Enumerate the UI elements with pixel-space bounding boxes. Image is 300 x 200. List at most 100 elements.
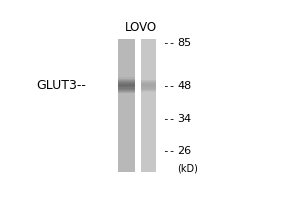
Bar xyxy=(141,65,156,66)
Bar xyxy=(141,87,156,89)
Bar xyxy=(141,94,156,95)
Bar xyxy=(118,91,135,92)
Bar xyxy=(118,132,135,133)
Bar xyxy=(141,46,156,48)
Bar xyxy=(141,167,156,169)
Bar xyxy=(118,90,135,91)
Bar xyxy=(118,87,135,89)
Bar xyxy=(118,61,135,62)
Bar xyxy=(118,51,135,52)
Bar xyxy=(118,171,135,172)
Bar xyxy=(118,92,135,93)
Bar xyxy=(141,120,156,121)
Bar xyxy=(118,170,135,171)
Bar xyxy=(118,129,135,130)
Bar xyxy=(141,79,156,80)
Bar xyxy=(141,134,156,135)
Bar xyxy=(118,163,135,164)
Bar xyxy=(141,67,156,69)
Bar xyxy=(118,154,135,155)
Bar xyxy=(141,135,156,136)
Bar xyxy=(141,114,156,115)
Bar xyxy=(141,160,156,161)
Bar xyxy=(118,142,135,143)
Bar xyxy=(141,112,156,113)
Bar xyxy=(118,59,135,60)
Bar xyxy=(118,85,135,86)
Bar xyxy=(141,72,156,73)
Bar xyxy=(118,107,135,109)
Bar xyxy=(118,116,135,117)
Bar xyxy=(141,101,156,102)
Bar xyxy=(118,146,135,147)
Bar xyxy=(141,156,156,157)
Bar xyxy=(118,60,135,61)
Bar xyxy=(118,84,135,85)
Bar xyxy=(118,100,135,101)
Bar xyxy=(141,115,156,116)
Bar xyxy=(141,150,156,151)
Bar xyxy=(118,99,135,100)
Bar xyxy=(141,39,156,40)
Bar xyxy=(118,58,135,59)
Bar xyxy=(141,82,156,83)
Bar xyxy=(118,130,135,131)
Bar xyxy=(118,89,135,90)
Bar xyxy=(118,109,135,110)
Bar xyxy=(141,144,156,145)
Bar xyxy=(118,52,135,53)
Bar xyxy=(118,119,135,120)
Bar xyxy=(141,62,156,63)
Text: GLUT3--: GLUT3-- xyxy=(36,79,86,92)
Bar xyxy=(141,140,156,141)
Bar xyxy=(118,48,135,49)
Bar xyxy=(118,94,135,95)
Bar xyxy=(118,151,135,152)
Bar xyxy=(141,63,156,64)
Bar xyxy=(118,86,135,87)
Bar xyxy=(141,92,156,93)
Bar xyxy=(141,58,156,59)
Bar xyxy=(141,141,156,142)
Bar xyxy=(118,133,135,134)
Bar xyxy=(118,79,135,80)
Bar xyxy=(141,164,156,165)
Bar xyxy=(141,77,156,79)
Text: --: -- xyxy=(162,81,175,91)
Bar xyxy=(141,103,156,104)
Text: 85: 85 xyxy=(177,38,191,48)
Bar xyxy=(118,161,135,162)
Bar xyxy=(118,117,135,119)
Bar xyxy=(141,51,156,52)
Bar xyxy=(141,155,156,156)
Bar xyxy=(118,86,135,87)
Bar xyxy=(118,169,135,170)
Bar xyxy=(118,115,135,116)
Bar xyxy=(141,119,156,120)
Bar xyxy=(141,76,156,77)
Bar xyxy=(141,149,156,150)
Bar xyxy=(118,122,135,123)
Bar xyxy=(118,77,135,79)
Bar xyxy=(118,103,135,104)
Bar xyxy=(118,147,135,149)
Bar xyxy=(118,104,135,105)
Bar xyxy=(118,159,135,160)
Bar xyxy=(141,43,156,44)
Bar xyxy=(141,116,156,117)
Bar xyxy=(141,50,156,51)
Bar xyxy=(118,101,135,102)
Bar xyxy=(141,83,156,84)
Bar xyxy=(118,41,135,42)
Bar xyxy=(118,156,135,157)
Bar xyxy=(141,143,156,144)
Bar xyxy=(141,95,156,96)
Bar xyxy=(118,137,135,139)
Bar xyxy=(118,79,135,80)
Bar xyxy=(118,72,135,73)
Bar xyxy=(141,161,156,162)
Bar xyxy=(118,55,135,56)
Bar xyxy=(118,167,135,169)
Bar xyxy=(118,150,135,151)
Bar xyxy=(141,84,156,85)
